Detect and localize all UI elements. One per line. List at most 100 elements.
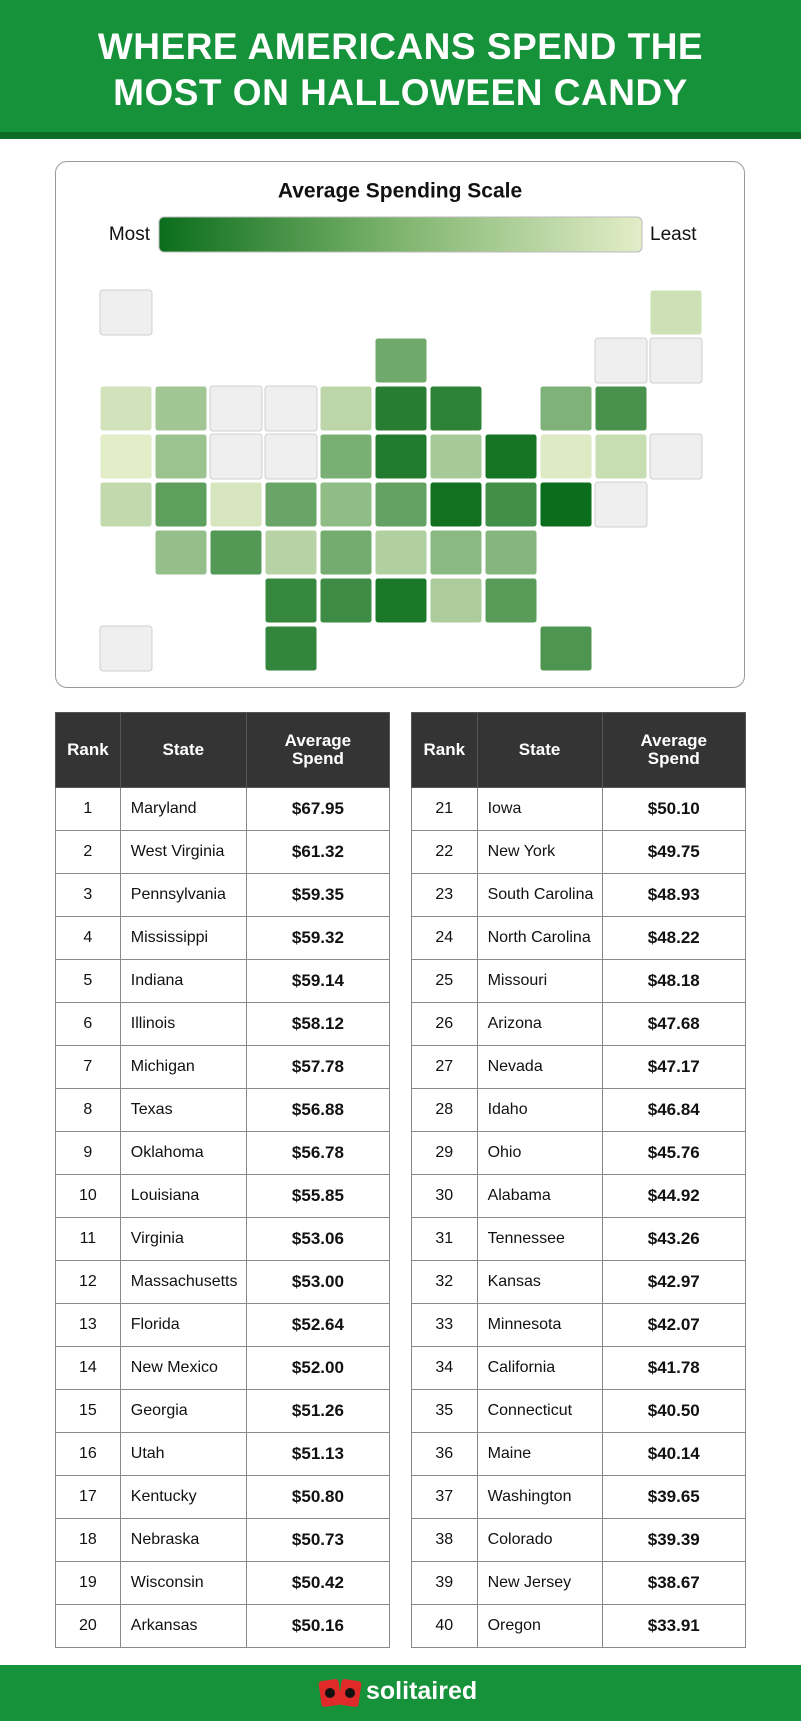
rank-cell: 31 — [411, 1217, 478, 1261]
spend-cell: $50.10 — [601, 787, 747, 831]
table-row: 25 Missouri $48.18 — [411, 959, 747, 1003]
brand-logo — [318, 1679, 362, 1707]
spend-cell: $49.75 — [601, 830, 747, 874]
state-tile — [319, 433, 373, 480]
state-cell: Oklahoma — [119, 1131, 247, 1175]
spend-cell: $38.67 — [601, 1561, 747, 1605]
spend-cell: $48.22 — [601, 916, 747, 960]
state-tile — [154, 385, 208, 432]
table-row: 27 Nevada $47.17 — [411, 1045, 747, 1089]
spend-cell: $67.95 — [245, 787, 391, 831]
spend-cell: $50.80 — [245, 1475, 391, 1519]
state-cell: Louisiana — [119, 1174, 247, 1218]
state-cell: Florida — [119, 1303, 247, 1347]
rank-cell: 21 — [411, 787, 478, 831]
table-row: 6 Illinois $58.12 — [55, 1002, 391, 1046]
state-cell: Mississippi — [119, 916, 247, 960]
state-tile — [209, 433, 263, 480]
state-cell: Pennsylvania — [119, 873, 247, 917]
rank-cell: 38 — [411, 1518, 478, 1562]
header-row: Rank State Average Spend — [411, 712, 747, 788]
state-cell: California — [476, 1346, 603, 1390]
state-tile — [319, 481, 373, 528]
table-row: 11 Virginia $53.06 — [55, 1217, 391, 1261]
spend-cell: $55.85 — [245, 1174, 391, 1218]
spend-cell: $47.17 — [601, 1045, 747, 1089]
rank-cell: 40 — [411, 1604, 478, 1648]
table-row: 35 Connecticut $40.50 — [411, 1389, 747, 1433]
table-row: 23 South Carolina $48.93 — [411, 873, 747, 917]
table-row: 31 Tennessee $43.26 — [411, 1217, 747, 1261]
spend-cell: $56.88 — [245, 1088, 391, 1132]
state-tile — [429, 433, 483, 480]
state-tile — [649, 433, 703, 480]
rank-cell: 33 — [411, 1303, 478, 1347]
state-tile — [539, 625, 593, 672]
spend-cell: $52.64 — [245, 1303, 391, 1347]
state-cell: Maine — [476, 1432, 603, 1476]
column-header: Average Spend — [245, 712, 391, 788]
spend-cell: $53.06 — [245, 1217, 391, 1261]
state-tile — [374, 433, 428, 480]
spend-cell: $56.78 — [245, 1131, 391, 1175]
state-tile — [264, 385, 318, 432]
state-tiles — [99, 289, 703, 672]
ranking-table: Rank State Average Spend 21 Iowa $50.10 22 New … — [411, 712, 747, 1648]
spend-cell: $50.16 — [245, 1604, 391, 1648]
table-row: 22 New York $49.75 — [411, 830, 747, 874]
state-tile — [374, 529, 428, 576]
legend-gradient — [158, 216, 643, 253]
rank-cell: 11 — [55, 1217, 121, 1261]
table-row: 12 Massachusetts $53.00 — [55, 1260, 391, 1304]
rank-cell: 3 — [55, 873, 121, 917]
state-cell: Colorado — [476, 1518, 603, 1562]
state-cell: Nebraska — [119, 1518, 247, 1562]
state-tile — [209, 385, 263, 432]
rank-cell: 16 — [55, 1432, 121, 1476]
state-cell: Iowa — [476, 787, 603, 831]
spend-cell: $50.73 — [245, 1518, 391, 1562]
state-tile — [99, 433, 153, 480]
state-tile — [649, 337, 703, 384]
state-cell: Utah — [119, 1432, 247, 1476]
state-tile — [594, 433, 648, 480]
state-tile — [319, 529, 373, 576]
state-tile — [209, 481, 263, 528]
state-tile — [154, 481, 208, 528]
rank-cell: 17 — [55, 1475, 121, 1519]
table-row: 24 North Carolina $48.22 — [411, 916, 747, 960]
column-header: State — [119, 712, 247, 788]
map: Average Spending Scale Most Least — [99, 180, 703, 672]
state-cell: New York — [476, 830, 603, 874]
rank-cell: 19 — [55, 1561, 121, 1605]
state-cell: Kansas — [476, 1260, 603, 1304]
table-row: 28 Idaho $46.84 — [411, 1088, 747, 1132]
state-tile — [429, 385, 483, 432]
spend-cell: $59.35 — [245, 873, 391, 917]
rank-cell: 30 — [411, 1174, 478, 1218]
map-card — [55, 161, 745, 688]
table-row: 3 Pennsylvania $59.35 — [55, 873, 391, 917]
spend-cell: $39.39 — [601, 1518, 747, 1562]
table-row: 19 Wisconsin $50.42 — [55, 1561, 391, 1605]
table-row: 2 West Virginia $61.32 — [55, 830, 391, 874]
column-header: State — [476, 712, 603, 788]
state-tile — [319, 385, 373, 432]
spend-cell: $51.26 — [245, 1389, 391, 1433]
state-tile — [374, 577, 428, 624]
rank-cell: 28 — [411, 1088, 478, 1132]
rank-cell: 34 — [411, 1346, 478, 1390]
rank-cell: 18 — [55, 1518, 121, 1562]
table-row: 33 Minnesota $42.07 — [411, 1303, 747, 1347]
footer: solitaired — [0, 1665, 801, 1721]
rank-cell: 15 — [55, 1389, 121, 1433]
state-tile — [99, 625, 153, 672]
spend-cell: $44.92 — [601, 1174, 747, 1218]
state-tile — [594, 481, 648, 528]
state-cell: South Carolina — [476, 873, 603, 917]
rank-cell: 32 — [411, 1260, 478, 1304]
table-row: 34 California $41.78 — [411, 1346, 747, 1390]
state-tile — [484, 577, 538, 624]
spend-cell: $47.68 — [601, 1002, 747, 1046]
